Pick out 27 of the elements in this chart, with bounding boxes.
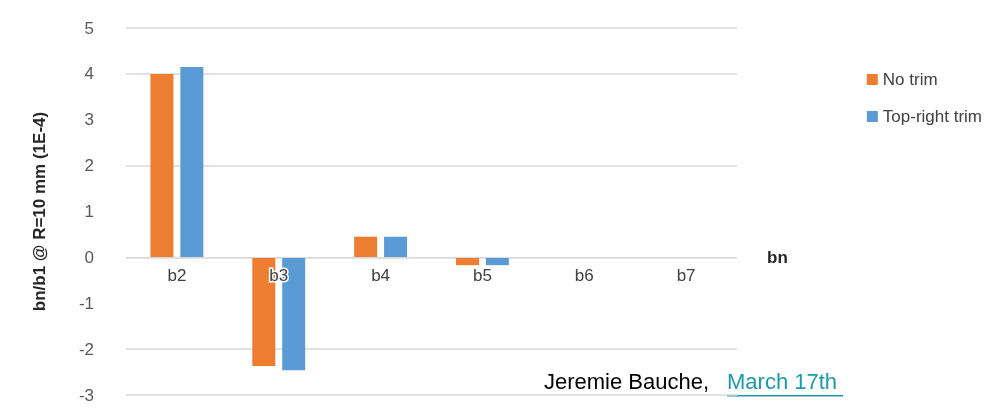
- y-tick-label: 0: [84, 247, 94, 267]
- bar: [354, 236, 378, 258]
- y-tick-label: -2: [78, 339, 94, 359]
- y-tick-label: 2: [84, 156, 94, 176]
- annotation: March 17th: [727, 368, 838, 394]
- y-tick-label: -3: [78, 385, 94, 405]
- x-tick-label: b7: [676, 266, 696, 286]
- y-tick-label: 3: [84, 110, 94, 130]
- bar: [384, 236, 408, 258]
- y-tick-label: -1: [78, 293, 94, 313]
- x-tick-label: b2: [167, 266, 187, 286]
- y-axis-title: bn/b1 @ R=10 mm (1E-4): [30, 111, 49, 312]
- x-tick-label: b4: [371, 266, 391, 286]
- bar: [180, 66, 204, 258]
- x-axis-title: bn: [767, 247, 788, 267]
- bar: [485, 257, 509, 266]
- legend-label: No trim: [882, 70, 938, 89]
- y-tick-label: 1: [84, 202, 94, 221]
- x-tick-label: b3: [269, 266, 289, 286]
- y-tick-label: 5: [84, 18, 94, 38]
- bar: [150, 73, 174, 258]
- legend-label: Top-right trim: [882, 107, 982, 126]
- annotation: Jeremie Bauche,: [544, 368, 710, 394]
- x-tick-label: b6: [574, 266, 594, 286]
- bar: [455, 257, 479, 266]
- x-tick-label: b5: [472, 266, 492, 286]
- y-tick-label: 4: [84, 64, 94, 84]
